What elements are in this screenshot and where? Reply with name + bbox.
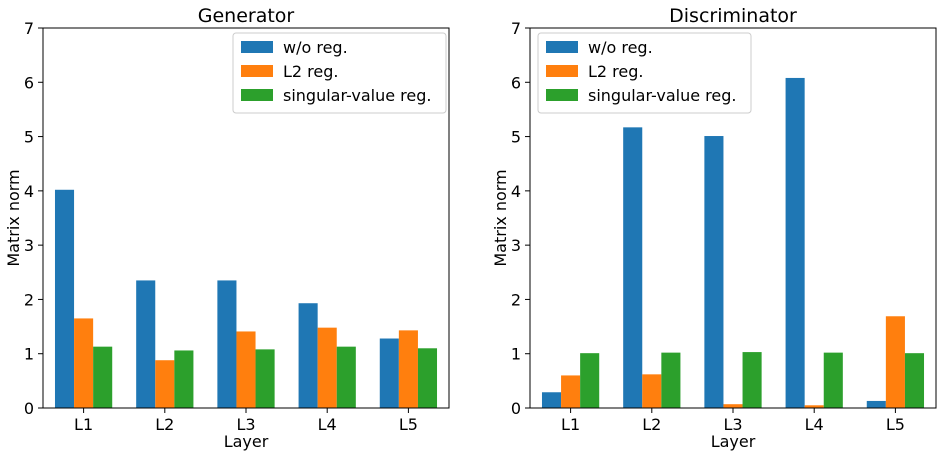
discriminator-y-tick-label: 0 [511,399,521,418]
discriminator-y-tick-label: 5 [511,128,521,147]
discriminator-bar-l5-series-3 [904,353,925,408]
discriminator-x-tick-label-l5: L5 [886,415,905,434]
generator-bar-l1-series-1 [54,189,75,408]
generator-legend-label-1: w/o reg. [283,38,348,57]
generator-bar-l4-series-3 [336,346,356,408]
generator-legend-frame [232,32,447,114]
generator-legend-label-2: L2 reg. [283,62,339,81]
discriminator-bar-l4-series-3 [823,352,843,408]
generator-bar-l1-series-2 [74,318,94,408]
discriminator-x-tick-label-l2: L2 [642,415,661,434]
generator-legend-swatch-2 [241,65,273,77]
discriminator-y-tick-label: 7 [511,19,521,38]
generator-y-tick-label: 3 [24,236,34,255]
generator-y-tick-label: 2 [24,290,34,309]
generator-bar-l4-series-2 [317,327,337,408]
discriminator-legend-label-1: w/o reg. [588,38,653,57]
generator-legend: w/o reg. L2 reg. singular-value reg. [232,32,447,114]
generator-bar-l5-series-2 [398,330,418,408]
discriminator-title: Discriminator [669,5,797,27]
discriminator-bar-l2-series-1 [623,127,643,408]
discriminator-bar-l2-series-3 [661,352,681,408]
discriminator-bar-l3-series-2 [723,404,743,408]
discriminator-bar-l5-series-1 [866,400,886,408]
generator-y-tick-label: 1 [24,345,34,364]
generator-y-axis-label: Matrix norm [4,169,23,266]
discriminator-bar-l5-series-2 [885,316,905,408]
discriminator-bar-l1-series-3 [580,353,600,408]
generator-x-tick-label-l2: L2 [155,415,174,434]
generator-y-tick-label: 5 [24,128,34,147]
generator-x-tick-label-l3: L3 [236,415,255,434]
generator-bar-l4-series-1 [298,303,318,408]
generator-x-tick-label-l1: L1 [74,415,93,434]
discriminator-bar-l1-series-1 [541,392,562,408]
discriminator-bar-l4-series-1 [785,77,805,408]
discriminator-legend-swatch-3 [546,89,578,101]
discriminator-y-tick-label: 1 [511,345,521,364]
generator-y-tick-label: 0 [24,399,34,418]
discriminator-legend-label-2: L2 reg. [588,62,644,81]
generator-y-tick-label: 7 [24,19,34,38]
generator-x-tick-label-l4: L4 [318,415,337,434]
discriminator-bar-l3-series-3 [742,352,762,408]
discriminator-x-tick-label-l1: L1 [561,415,580,434]
discriminator-bar-l1-series-2 [561,375,581,408]
discriminator-y-ticks: 0 1 2 3 4 5 6 7 [511,19,530,418]
generator-bar-l1-series-3 [93,346,113,408]
generator-bar-l3-series-3 [255,349,275,408]
discriminator-y-tick-label: 2 [511,290,521,309]
generator-y-ticks: 0 1 2 3 4 5 6 7 [24,19,43,418]
discriminator-bar-l2-series-2 [642,374,662,408]
generator-x-ticks: L1 L2 L3 L4 L5 [74,408,418,434]
generator-x-tick-label-l5: L5 [399,415,418,434]
discriminator-legend-swatch-2 [546,65,578,77]
discriminator-legend-label-3: singular-value reg. [588,86,736,105]
generator-title: Generator [198,5,295,27]
discriminator-x-ticks: L1 L2 L3 L4 L5 [561,408,905,434]
discriminator-y-tick-label: 4 [511,182,521,201]
generator-legend-swatch-1 [241,41,273,53]
discriminator-y-tick-label: 3 [511,236,521,255]
discriminator-legend: w/o reg. L2 reg. singular-value reg. [537,32,752,114]
discriminator-x-tick-label-l3: L3 [723,415,742,434]
discriminator-legend-swatch-1 [546,41,578,53]
generator-bar-l3-series-1 [217,280,237,408]
generator-y-tick-label: 6 [24,73,34,92]
generator-bar-l5-series-3 [417,348,438,408]
generator-bar-l5-series-1 [379,338,399,408]
discriminator-y-axis-label: Matrix norm [491,169,510,266]
discriminator-bar-l4-series-2 [804,405,824,408]
discriminator-x-tick-label-l4: L4 [805,415,824,434]
discriminator-bars [541,77,925,408]
generator-x-axis-label: Layer [224,432,269,451]
discriminator-bar-l3-series-1 [704,136,724,408]
generator-bar-l2-series-1 [136,280,156,408]
generator-bar-l2-series-3 [174,350,194,408]
generator-legend-swatch-3 [241,89,273,101]
discriminator-x-axis-label: Layer [711,432,756,451]
generator-y-tick-label: 4 [24,182,34,201]
generator-panel: Generator 0 1 2 3 4 5 6 7 L1 L2 L3 L4 L5 Layer Matr… [4,5,450,451]
discriminator-legend-frame [537,32,752,114]
generator-bars [54,189,438,408]
generator-bar-l2-series-2 [155,360,175,408]
generator-legend-label-3: singular-value reg. [283,86,431,105]
discriminator-y-tick-label: 6 [511,73,521,92]
generator-bar-l3-series-2 [236,331,256,408]
